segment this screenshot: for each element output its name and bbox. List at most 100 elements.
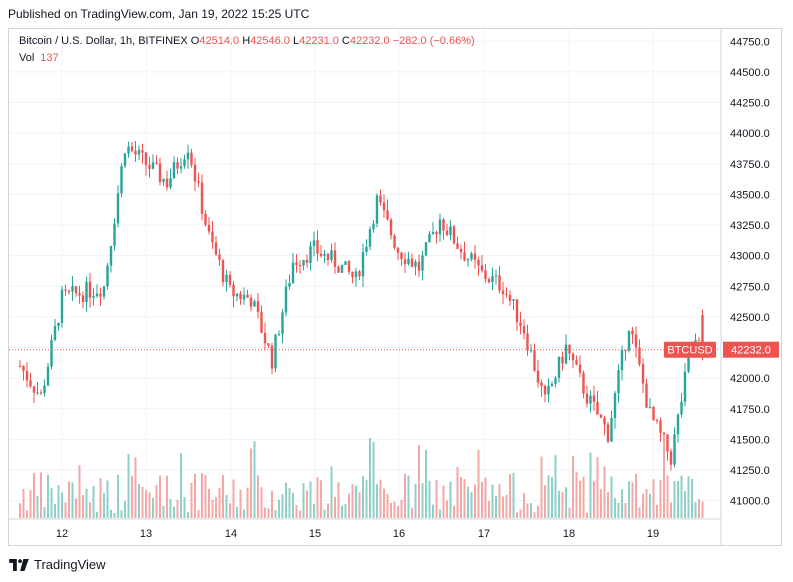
candle-body	[673, 434, 676, 465]
volume-legend: Vol 137	[19, 52, 59, 64]
y-tick-label: 44250.0	[730, 98, 770, 110]
volume-bar	[71, 482, 74, 518]
candle-body	[183, 159, 186, 167]
candle-body	[165, 178, 169, 188]
chart-frame[interactable]	[8, 28, 782, 546]
volume-bar	[390, 502, 392, 518]
volume-bar	[162, 505, 165, 518]
candle-body	[281, 312, 284, 335]
volume-bar	[491, 484, 494, 518]
candle-body	[337, 266, 340, 273]
candle-body	[354, 271, 358, 278]
volume-bar	[229, 503, 231, 518]
volume-bar	[327, 503, 329, 518]
candle-body	[694, 340, 697, 342]
candle-body	[536, 370, 540, 383]
volume-bar	[57, 485, 60, 518]
candle-body	[526, 333, 529, 351]
volume-bar	[407, 475, 410, 518]
volume-bar	[54, 504, 56, 518]
high-label: H	[242, 35, 251, 47]
volume-bar	[117, 474, 119, 518]
y-tick-label: 43500.0	[730, 189, 770, 201]
volume-bar	[446, 500, 448, 518]
candle-body	[599, 414, 603, 418]
candle-body	[655, 420, 659, 422]
candle-body	[634, 334, 638, 348]
candle-body	[582, 372, 585, 394]
candle-body	[228, 274, 232, 285]
volume-bar	[432, 504, 434, 518]
volume-bar	[47, 474, 49, 518]
volume-bar	[141, 486, 144, 518]
candle-body	[505, 294, 508, 296]
candle-body	[561, 356, 564, 364]
candle-body	[347, 261, 351, 272]
candle-body	[235, 293, 239, 297]
candle-body	[522, 326, 526, 334]
volume-bar	[617, 502, 620, 518]
volume-bar	[75, 498, 77, 518]
volume-bar	[467, 486, 469, 518]
volume-bar	[621, 489, 623, 518]
candle-body	[246, 294, 249, 298]
volume-bar	[180, 453, 182, 518]
volume-bar	[554, 455, 557, 518]
candle-body	[267, 343, 270, 346]
high-value: 42546.0	[250, 35, 290, 47]
candle-body	[298, 265, 302, 267]
volume-bar	[281, 494, 284, 518]
volume-bar	[208, 489, 210, 518]
volume-bar	[131, 475, 133, 518]
volume-bar	[173, 506, 175, 518]
volume-bar	[701, 501, 704, 518]
candle-body	[74, 286, 78, 294]
candle-body	[641, 364, 645, 384]
candle-body	[501, 290, 505, 295]
volume-bar	[596, 457, 599, 518]
candle-body	[372, 223, 375, 230]
candle-body	[200, 182, 204, 214]
volume-bar	[85, 488, 88, 518]
volume-bar	[421, 483, 424, 518]
candle-body	[130, 146, 134, 151]
volume-bar	[348, 493, 350, 518]
candle-body	[627, 330, 631, 351]
y-tick-label: 42750.0	[730, 281, 770, 293]
volume-bar	[145, 490, 147, 518]
volume-bar	[694, 502, 697, 518]
change-value: −282.0 (−0.66%)	[392, 35, 475, 47]
volume-bar	[187, 512, 189, 518]
volume-bar	[631, 482, 634, 518]
volume-bar	[502, 496, 504, 518]
volume-bar	[386, 493, 389, 518]
volume-bar	[138, 484, 140, 518]
y-tick-label: 43000.0	[730, 251, 770, 263]
volume-bar	[225, 495, 228, 518]
volume-bar	[684, 490, 686, 518]
candle-body	[277, 334, 281, 336]
x-tick-label: 17	[478, 528, 490, 540]
volume-bar	[691, 478, 693, 518]
low-value: 42231.0	[299, 35, 339, 47]
volume-bar	[393, 501, 396, 518]
candle-body	[323, 253, 326, 256]
candle-body	[683, 371, 687, 402]
x-tick-label: 15	[309, 528, 321, 540]
candle-body	[67, 290, 71, 292]
candle-body	[263, 332, 267, 344]
volume-bar	[355, 485, 357, 518]
footer-brand: TradingView	[9, 557, 106, 572]
volume-bar	[572, 455, 574, 518]
candle-body	[144, 152, 148, 165]
candle-body	[610, 418, 613, 442]
candle-body	[85, 281, 88, 303]
candle-body	[214, 242, 218, 255]
volume-bar	[663, 439, 665, 518]
candle-body	[270, 345, 274, 369]
volume-bar	[236, 506, 238, 518]
volume-bar	[582, 476, 585, 518]
volume-bar	[260, 487, 263, 518]
volume-bar	[61, 492, 63, 518]
